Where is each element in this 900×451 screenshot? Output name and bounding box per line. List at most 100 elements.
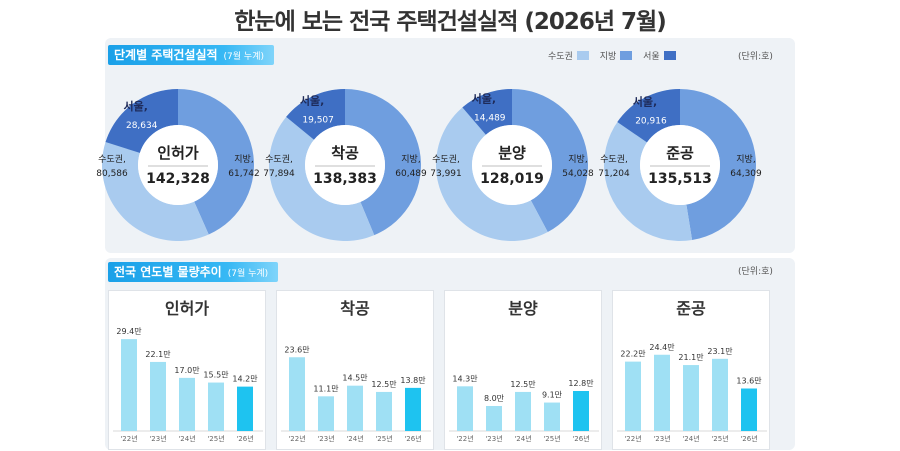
local-value: 61,742 [228, 169, 260, 179]
donut-center-name: 준공 [666, 144, 694, 162]
donut-hole [138, 125, 218, 205]
page-title: 한눈에 보는 전국 주택건설실적 (2026년 7월) [234, 9, 666, 35]
bar-chart-title: 착공 [340, 299, 370, 318]
section-note: (7월 누계) [227, 269, 269, 279]
slice-seoul [105, 89, 178, 153]
bar-1 [121, 339, 137, 431]
donut-center-total: 128,019 [480, 171, 544, 187]
donut-hole [472, 125, 552, 205]
bar-chart-title: 인허가 [164, 299, 210, 318]
bar-chart-plot: 22.2만 '22년 24.4만 '23년 21.1만 '24년 23.1만 '25년 13.6… [617, 343, 767, 443]
bar-value-label: 14.2만 [232, 375, 258, 384]
donut-chart-1: 인허가 142,328 수도권, 80,586 지방, 61,742 서울, 28,634 [96, 89, 260, 241]
bar-value-label: 13.6만 [736, 377, 762, 386]
bar-category-label: '23년 [653, 434, 670, 443]
bar-value-label: 12.5만 [510, 380, 536, 389]
capital-value: 77,894 [263, 169, 295, 179]
slice-local [178, 89, 254, 235]
bar-5 [237, 386, 253, 431]
seoul-value: 20,916 [635, 117, 667, 127]
bar-2 [486, 406, 502, 431]
bar-value-label: 14.3만 [452, 374, 478, 383]
capital-value: 71,204 [598, 169, 630, 179]
bar-2 [150, 361, 166, 431]
local-value: 64,309 [730, 169, 762, 179]
legend-item-local: 지방 [600, 51, 641, 62]
bar-4 [712, 358, 728, 431]
slice-capital [269, 89, 375, 241]
donut-center-name: 분양 [498, 144, 526, 162]
unit-label: (단위:호) [738, 267, 773, 277]
section-tab-stage: 단계별 주택건설실적 (7월 누계) [108, 45, 274, 65]
seoul-value: 14,489 [474, 114, 506, 124]
bar-category-label: '24년 [346, 434, 363, 443]
slice-seoul [462, 89, 512, 135]
donut-hole [640, 125, 720, 205]
section-label: 전국 연도별 물량추이 [114, 265, 222, 279]
bar-4 [208, 382, 224, 431]
slice-local [345, 89, 421, 236]
local-label: 지방, [234, 154, 253, 165]
capital-label: 수도권, [600, 153, 628, 165]
bar-value-label: 11.1만 [313, 384, 339, 393]
bar-category-label: '26년 [740, 434, 757, 443]
bar-3 [515, 391, 531, 431]
bar-category-label: '22년 [624, 434, 641, 443]
seoul-label: 서울, [124, 99, 148, 113]
donut-center-total: 135,513 [648, 171, 712, 187]
seoul-label: 서울, [300, 94, 324, 108]
slice-capital [436, 89, 548, 241]
bar-value-label: 13.8만 [400, 376, 426, 385]
bar-category-label: '24년 [178, 434, 195, 443]
bar-category-label: '24년 [514, 434, 531, 443]
bar-category-label: '24년 [682, 434, 699, 443]
seoul-label: 서울, [472, 92, 496, 106]
bar-value-label: 14.5만 [342, 374, 368, 383]
bar-value-label: 29.4만 [116, 327, 142, 336]
bar-1 [289, 357, 305, 431]
bar-5 [573, 391, 589, 431]
bar-5 [405, 387, 421, 431]
bar-3 [179, 377, 195, 431]
bar-category-label: '25년 [711, 434, 728, 443]
bar-category-label: '25년 [375, 434, 392, 443]
bar-3 [347, 385, 363, 431]
bar-value-label: 9.1만 [542, 391, 563, 400]
bar-chart-plot: 14.3만 '22년 8.0만 '23년 12.5만 '24년 9.1만 '25년 12.8만 '… [449, 374, 599, 443]
capital-label: 수도권, [98, 153, 126, 165]
section-tab-trend: 전국 연도별 물량추이 (7월 누계) [108, 262, 279, 282]
local-value: 54,028 [562, 169, 594, 179]
local-label: 지방, [568, 154, 587, 165]
legend: 수도권 지방 서울 [548, 49, 684, 62]
bar-value-label: 12.5만 [371, 380, 397, 389]
bar-chart-card-2: 착공 23.6만 '22년 11.1만 '23년 14.5만 '24년 12.5만 '25년 13… [276, 290, 434, 450]
bar-value-label: 22.1만 [145, 350, 171, 359]
donut-center-name: 인허가 [157, 144, 199, 162]
bar-value-label: 17.0만 [174, 366, 200, 375]
section-note: (7월 누계) [223, 52, 264, 62]
donut-chart-3: 분양 128,019 수도권, 73,991 지방, 54,028 서울, 14,489 [430, 89, 594, 241]
bar-chart-title: 준공 [676, 299, 706, 318]
local-value: 60,489 [395, 169, 427, 179]
section-label: 단계별 주택건설실적 [114, 48, 218, 62]
bar-chart-card-3: 분양 14.3만 '22년 8.0만 '23년 12.5만 '24년 9.1만 '25년 12.8… [444, 290, 602, 450]
legend-swatch [576, 51, 589, 60]
local-label: 지방, [401, 154, 420, 165]
bar-category-label: '22년 [456, 434, 473, 443]
bar-chart-plot: 23.6만 '22년 11.1만 '23년 14.5만 '24년 12.5만 '25년 13.8… [281, 345, 431, 443]
bar-value-label: 23.6만 [284, 345, 310, 354]
bar-value-label: 15.5만 [203, 371, 229, 380]
slice-local [512, 89, 588, 233]
capital-value: 80,586 [96, 169, 128, 179]
capital-label: 수도권, [432, 153, 460, 165]
bar-category-label: '25년 [543, 434, 560, 443]
bar-category-label: '26년 [404, 434, 421, 443]
bar-value-label: 21.1만 [678, 353, 704, 362]
legend-item-capital: 수도권 [548, 51, 597, 62]
bar-value-label: 8.0만 [484, 394, 505, 403]
slice-local [680, 89, 756, 241]
bar-category-label: '22년 [288, 434, 305, 443]
bar-category-label: '23년 [485, 434, 502, 443]
donut-center-name: 착공 [331, 144, 359, 162]
capital-label: 수도권, [265, 153, 293, 165]
